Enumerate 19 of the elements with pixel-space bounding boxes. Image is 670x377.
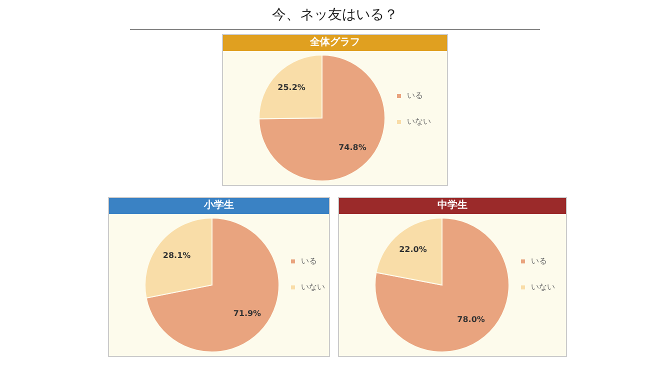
- legend-label: いる: [407, 91, 423, 100]
- data-label: 78.0%: [457, 315, 485, 324]
- chart-title: 中学生: [339, 198, 566, 214]
- legend-label: いる: [301, 256, 317, 266]
- data-label: 28.1%: [162, 251, 191, 260]
- chart-subtitle: 全体グラフ: [223, 35, 447, 51]
- data-label: 74.8%: [338, 143, 366, 152]
- legend-label: いない: [407, 117, 431, 126]
- pie-slice: [374, 218, 510, 352]
- legend-label: いる: [531, 256, 547, 266]
- pie-slice: [146, 218, 280, 352]
- chart-title: 小学生: [109, 198, 329, 214]
- data-label: 22.0%: [399, 244, 427, 254]
- legend-label: いない: [301, 282, 325, 292]
- pie-slice: [258, 54, 386, 182]
- data-label: 71.9%: [233, 308, 262, 318]
- data-label: 25.2%: [278, 82, 306, 92]
- legend-label: いない: [531, 282, 555, 292]
- chart-title: 今、ネッ友はいる？: [130, 6, 540, 30]
